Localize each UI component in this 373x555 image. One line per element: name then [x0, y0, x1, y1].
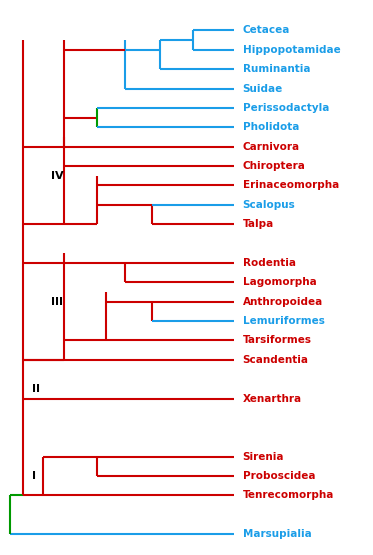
Text: II: II: [32, 384, 40, 394]
Text: Lagomorpha: Lagomorpha: [243, 278, 316, 287]
Text: Erinaceomorpha: Erinaceomorpha: [243, 180, 339, 190]
Text: Carnivora: Carnivora: [243, 142, 300, 152]
Text: Chiroptera: Chiroptera: [243, 161, 305, 171]
Text: Scalopus: Scalopus: [243, 200, 295, 210]
Text: Proboscidea: Proboscidea: [243, 471, 315, 481]
Text: Marsupialia: Marsupialia: [243, 529, 311, 539]
Text: Scandentia: Scandentia: [243, 355, 309, 365]
Text: Perissodactyla: Perissodactyla: [243, 103, 329, 113]
Text: Rodentia: Rodentia: [243, 258, 296, 268]
Text: Cetacea: Cetacea: [243, 26, 290, 36]
Text: Talpa: Talpa: [243, 219, 274, 229]
Text: Xenarthra: Xenarthra: [243, 393, 302, 403]
Text: Pholidota: Pholidota: [243, 122, 299, 132]
Text: I: I: [32, 471, 35, 481]
Text: Ruminantia: Ruminantia: [243, 64, 310, 74]
Text: Lemuriformes: Lemuriformes: [243, 316, 325, 326]
Text: Suidae: Suidae: [243, 84, 283, 94]
Text: Anthropoidea: Anthropoidea: [243, 297, 323, 307]
Text: III: III: [51, 297, 63, 307]
Text: Tarsiformes: Tarsiformes: [243, 335, 312, 345]
Text: IV: IV: [51, 171, 63, 181]
Text: Sirenia: Sirenia: [243, 452, 284, 462]
Text: Hippopotamidae: Hippopotamidae: [243, 45, 341, 55]
Text: Tenrecomorpha: Tenrecomorpha: [243, 491, 334, 501]
